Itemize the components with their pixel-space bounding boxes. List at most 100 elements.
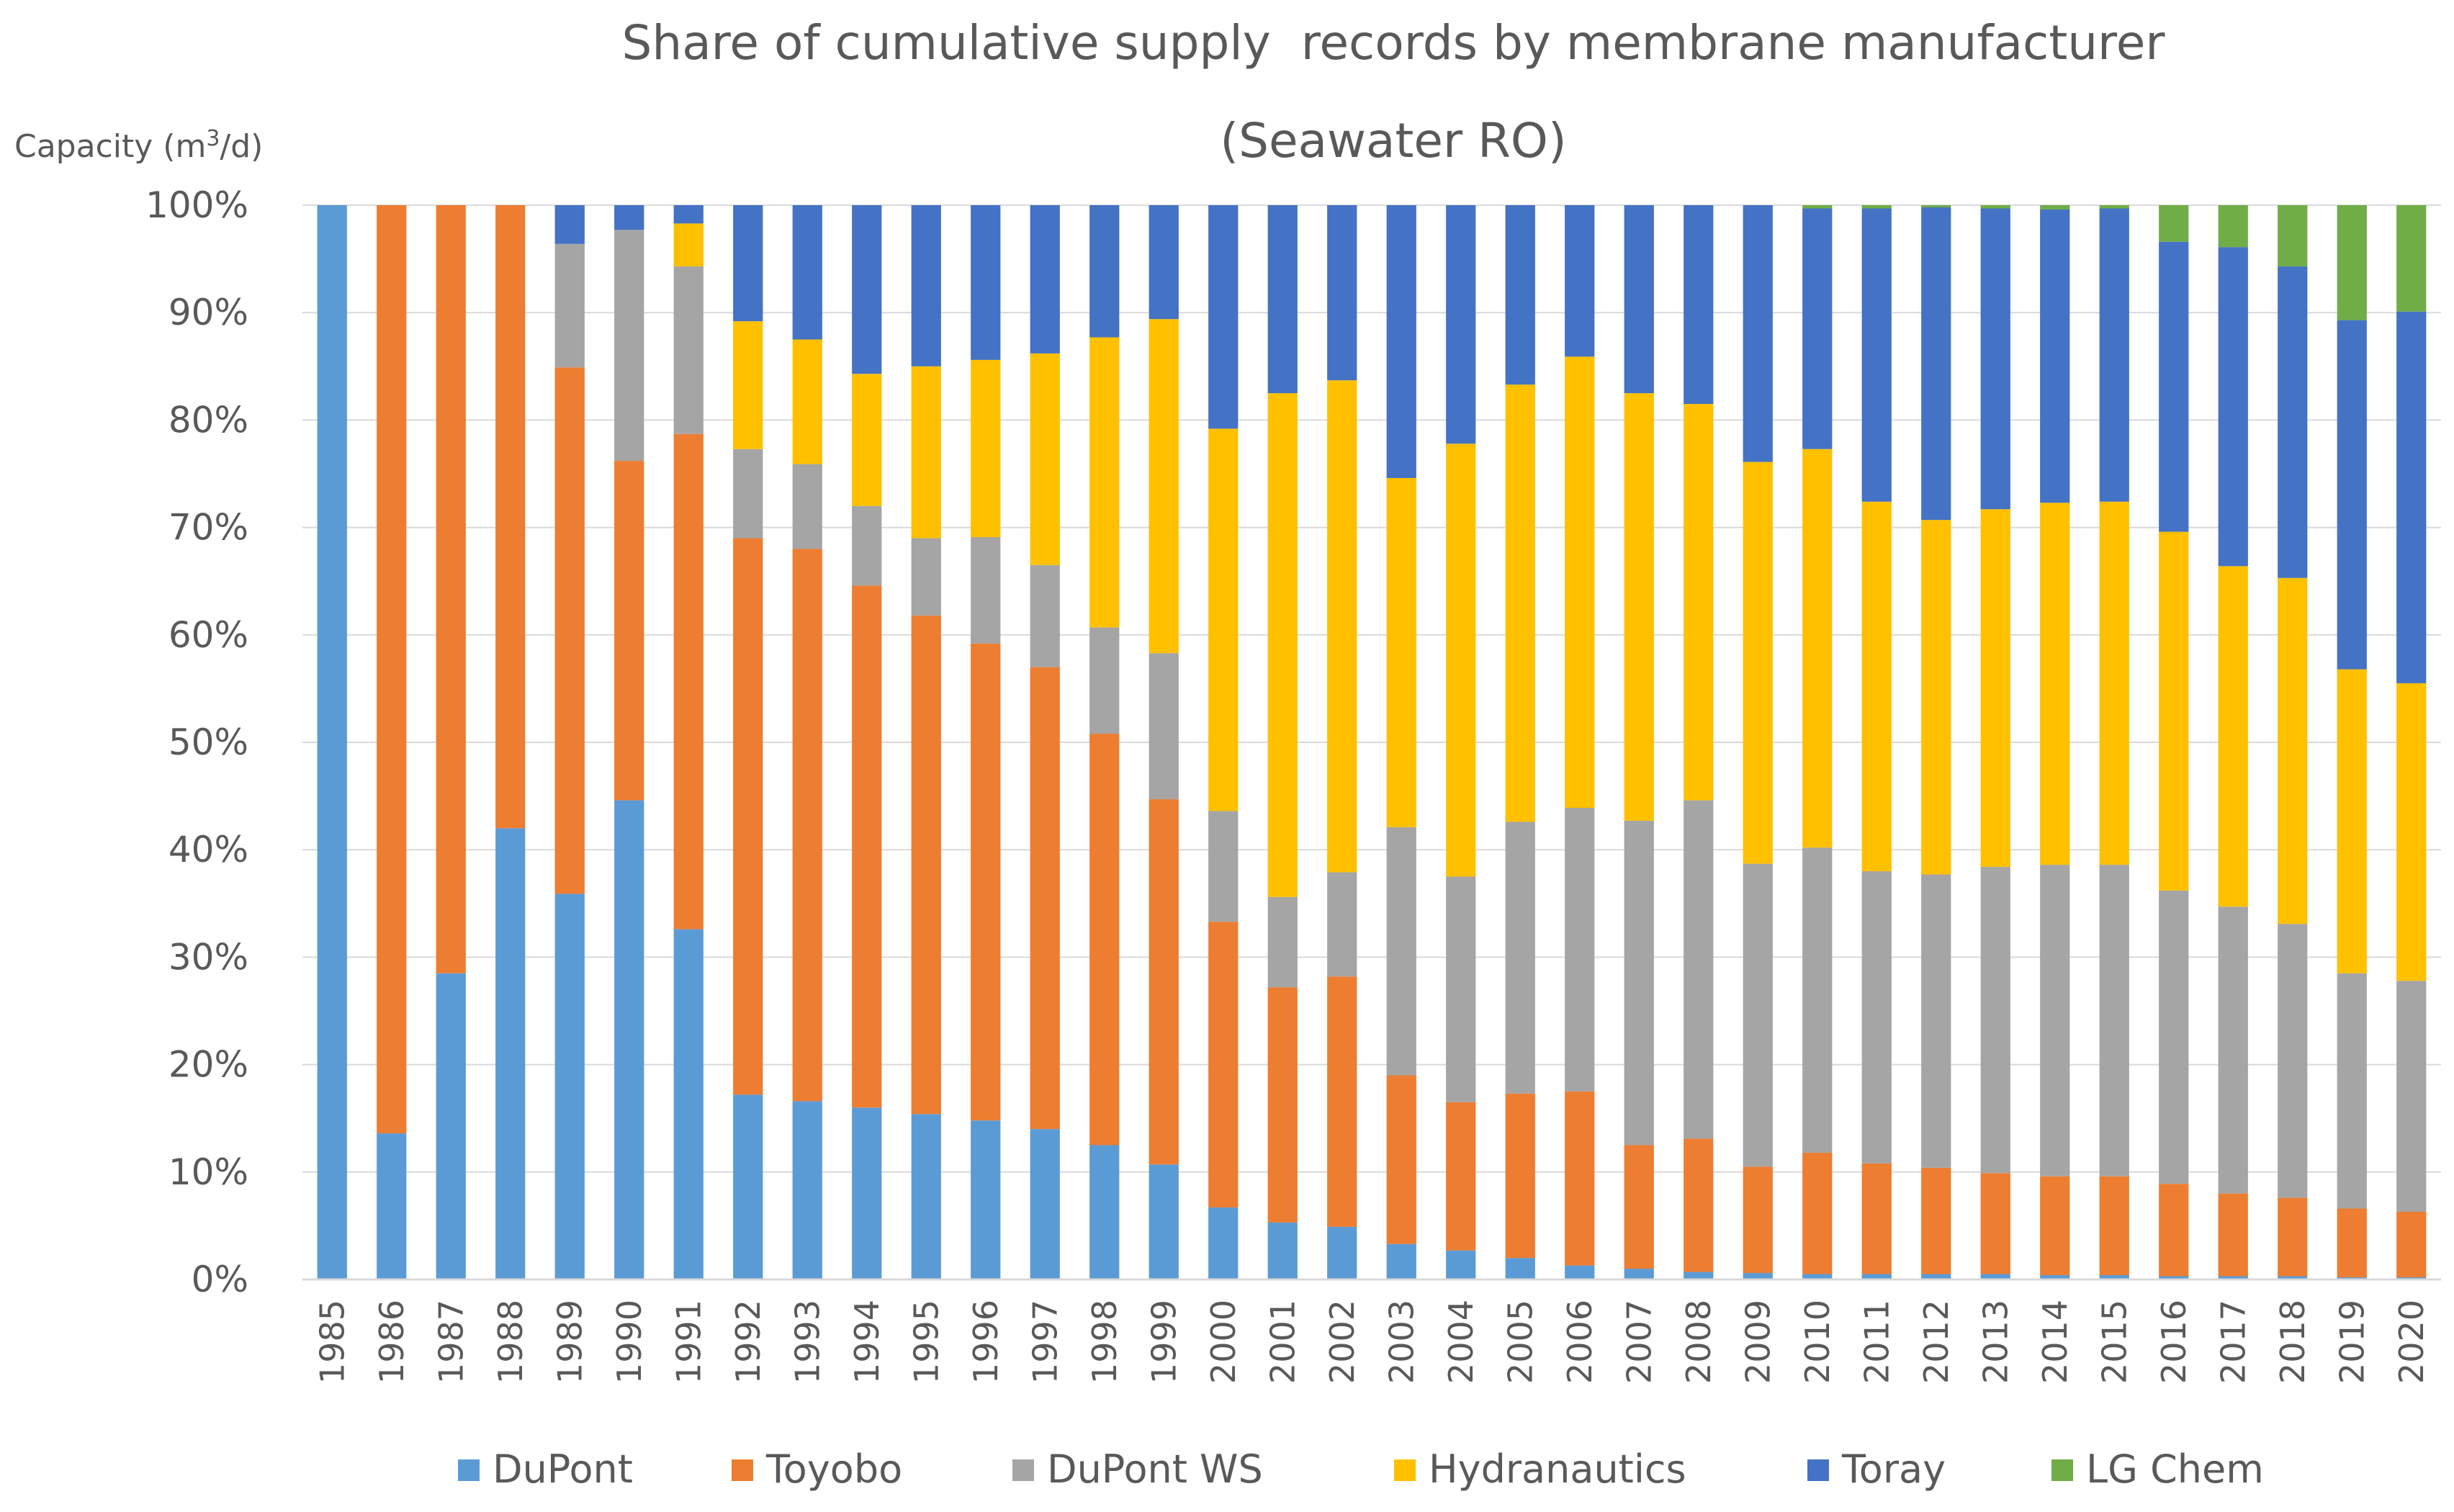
bar-segment-dupont — [1446, 1250, 1476, 1279]
bar-segment-lg-chem — [2040, 205, 2070, 210]
bar-segment-hydranautics — [2040, 503, 2070, 865]
bar-segment-toyobo — [911, 615, 941, 1115]
bar-segment-hydranautics — [971, 359, 1001, 538]
bar-segment-lg-chem — [1980, 205, 2010, 209]
bar-segment-dupont — [495, 828, 526, 1279]
x-tick-label: 2012 — [1917, 1300, 1956, 1384]
bar-segment-toray — [1446, 205, 1476, 444]
bar-stack-1989 — [554, 205, 585, 1279]
bar-segment-toray — [1861, 208, 1892, 502]
bar-segment-toyobo — [554, 367, 585, 894]
bar-segment-hydranautics — [2396, 683, 2427, 981]
bar-segment-dupont-ws — [1921, 874, 1951, 1168]
y-tick-label: 70% — [168, 507, 248, 549]
bar-segment-hydranautics — [1980, 509, 2010, 868]
x-tick-label: 1999 — [1144, 1300, 1183, 1384]
x-tick-label: 2016 — [2154, 1300, 2193, 1384]
bar-segment-toray — [1149, 205, 1179, 320]
bar-segment-dupont-ws — [554, 243, 585, 368]
x-tick-label: 2017 — [2213, 1300, 2252, 1384]
x-tick-label: 2020 — [2392, 1300, 2431, 1384]
bar-segment-toyobo — [1327, 976, 1357, 1227]
bar-segment-hydranautics — [1267, 393, 1298, 897]
bar-segment-dupont-ws — [1386, 827, 1416, 1076]
bar-segment-toyobo — [2159, 1184, 2189, 1277]
bar-segment-toyobo — [614, 461, 644, 801]
bar-segment-dupont-ws — [1861, 871, 1892, 1164]
x-tick-label: 2011 — [1857, 1300, 1896, 1384]
bar-segment-toyobo — [1149, 799, 1179, 1165]
bar-segment-toyobo — [971, 643, 1001, 1121]
x-tick-label: 1992 — [729, 1300, 768, 1384]
bar-segment-dupont-ws — [1446, 876, 1476, 1102]
bar-segment-toyobo — [1208, 922, 1239, 1208]
bar-stack-2015 — [2099, 205, 2129, 1279]
bar-segment-hydranautics — [1802, 449, 1833, 848]
y-axis-label: Capacity (m3/d) — [14, 126, 263, 165]
legend-item-hydranautics: Hydranautics — [1394, 1446, 1686, 1492]
bar-segment-hydranautics — [792, 339, 822, 464]
bar-segment-lg-chem — [1861, 205, 1892, 209]
bar-segment-dupont — [2159, 1276, 2189, 1279]
bar-segment-hydranautics — [2278, 577, 2308, 924]
bar-segment-dupont — [1743, 1273, 1773, 1279]
bar-segment-toyobo — [495, 205, 526, 829]
bar-segment-toray — [554, 205, 585, 244]
bar-stack-1991 — [673, 205, 704, 1279]
x-tick-label: 2000 — [1204, 1300, 1243, 1384]
x-tick-label: 2003 — [1382, 1300, 1421, 1384]
legend-swatch — [732, 1459, 753, 1481]
bar-segment-hydranautics — [2337, 669, 2367, 973]
y-tick-label: 0% — [192, 1259, 248, 1300]
bar-segment-hydranautics — [1446, 444, 1476, 877]
x-tick-label: 1994 — [848, 1300, 886, 1384]
bar-segment-toyobo — [2337, 1208, 2367, 1278]
bar-segment-toray — [1684, 205, 1714, 405]
x-tick-label: 1991 — [669, 1300, 708, 1384]
bar-segment-dupont-ws — [1267, 896, 1298, 988]
bar-segment-dupont — [733, 1094, 763, 1279]
bar-segment-toray — [2099, 208, 2129, 502]
bar-segment-hydranautics — [1624, 393, 1654, 821]
bar-segment-dupont-ws — [1089, 627, 1120, 734]
bar-segment-toray — [1327, 205, 1357, 381]
bar-segment-dupont-ws — [911, 538, 941, 616]
bar-segment-dupont-ws — [2396, 981, 2427, 1212]
bar-stack-2004 — [1446, 205, 1476, 1279]
bar-stack-1992 — [733, 205, 763, 1279]
bar-stack-2013 — [1980, 205, 2010, 1279]
bar-stack-1990 — [614, 205, 644, 1279]
bar-segment-toyobo — [1684, 1138, 1714, 1272]
bar-segment-toyobo — [792, 549, 822, 1102]
bar-stack-2019 — [2337, 205, 2367, 1279]
bar-segment-dupont-ws — [1624, 820, 1654, 1146]
bar-segment-dupont-ws — [971, 537, 1001, 644]
bar-segment-hydranautics — [911, 366, 941, 539]
bar-segment-dupont-ws — [1743, 863, 1773, 1167]
chart-subtitle: (Seawater RO) — [1220, 113, 1566, 168]
bar-segment-dupont — [1684, 1272, 1714, 1279]
x-tick-label: 2014 — [2036, 1300, 2075, 1384]
bar-segment-dupont — [852, 1107, 882, 1279]
bar-segment-hydranautics — [1743, 462, 1773, 864]
legend-label: Toyobo — [765, 1446, 902, 1492]
bar-segment-lg-chem — [2396, 205, 2427, 312]
bar-segment-toray — [1802, 208, 1833, 449]
bar-segment-dupont — [1149, 1164, 1179, 1279]
bar-segment-dupont-ws — [2099, 865, 2129, 1176]
bar-segment-toray — [673, 205, 704, 224]
bar-segment-dupont — [1565, 1265, 1595, 1279]
bar-segment-dupont — [2099, 1275, 2129, 1279]
bar-segment-dupont — [2278, 1276, 2308, 1279]
bar-segment-toyobo — [1505, 1093, 1535, 1259]
bar-segment-hydranautics — [852, 374, 882, 506]
x-tick-label: 2009 — [1738, 1300, 1777, 1384]
bar-segment-toray — [1743, 205, 1773, 462]
bar-segment-toray — [852, 205, 882, 374]
bar-segment-toyobo — [2396, 1212, 2427, 1278]
gridlines — [302, 204, 2441, 1173]
bar-segment-dupont — [554, 894, 585, 1279]
x-tick-label: 1985 — [313, 1300, 351, 1384]
legend-swatch — [1394, 1459, 1416, 1481]
x-tick-label: 1989 — [550, 1300, 589, 1384]
